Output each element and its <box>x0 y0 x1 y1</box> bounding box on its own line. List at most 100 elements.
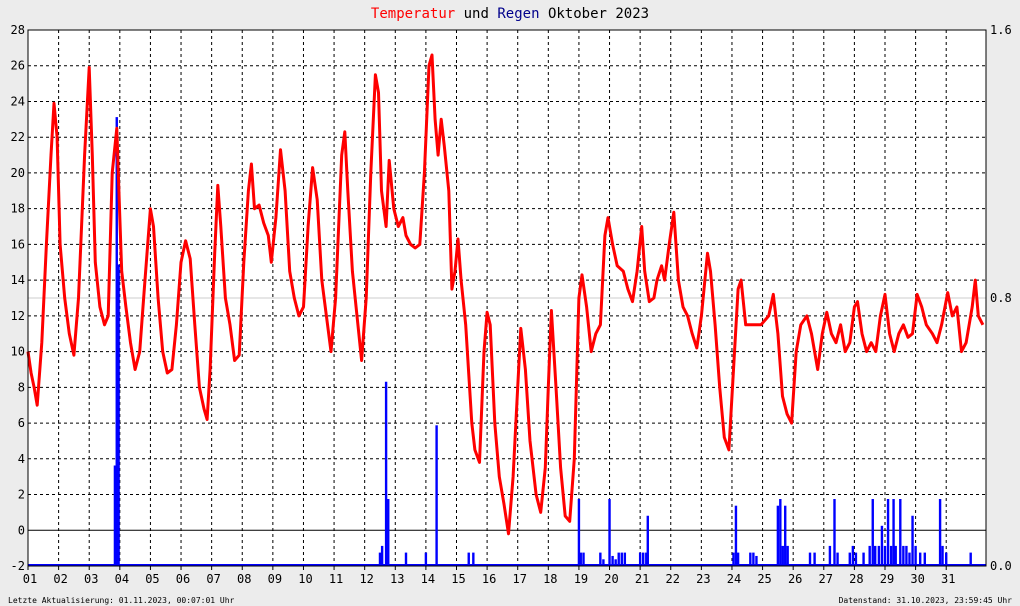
rain-bar-29 <box>736 552 740 566</box>
rain-bar-1 <box>115 117 118 566</box>
y2-tick-labels: 1.6 0.8 0.0 <box>990 23 1012 573</box>
rain-bar-58 <box>902 545 905 566</box>
rain-bar-48 <box>871 499 874 566</box>
y-tick-24: 24 <box>11 94 25 108</box>
y-tick-20: 20 <box>11 166 25 180</box>
rain-bar-5 <box>384 381 388 566</box>
rain-bar-54 <box>889 545 893 566</box>
rain-bar-9 <box>435 425 438 566</box>
rain-bar-60 <box>908 552 911 566</box>
rain-bar-44 <box>851 545 855 566</box>
x-tick-11: 11 <box>329 572 343 586</box>
x-tick-24: 24 <box>727 572 741 586</box>
rain-bar-17 <box>608 499 611 566</box>
y-tick-16: 16 <box>11 237 25 251</box>
x-tick-19: 19 <box>574 572 588 586</box>
rain-bar-16 <box>602 559 605 566</box>
x-tick-20: 20 <box>604 572 618 586</box>
footer-last-update: Letzte Aktualisierung: 01.11.2023, 00:07… <box>8 596 235 605</box>
y-tick-28: 28 <box>11 23 25 37</box>
rain-bar-0 <box>113 465 117 566</box>
rain-bar-18 <box>611 555 614 566</box>
footer-data-status: Datenstand: 31.10.2023, 23:59:45 Uhr <box>838 596 1012 605</box>
rain-bar-28 <box>734 505 738 566</box>
rain-bar-22 <box>623 552 627 566</box>
rain-bar-36 <box>784 505 787 566</box>
x-tick-18: 18 <box>543 572 557 586</box>
rain-bar-64 <box>923 552 926 566</box>
rain-bar-63 <box>918 552 922 566</box>
rain-bar-57 <box>899 499 902 566</box>
title-rain: Regen <box>497 6 539 22</box>
y2-tick-0.0: 0.0 <box>990 559 1012 573</box>
title-temperature: Temperatur <box>371 6 455 22</box>
y-tick-8: 8 <box>18 380 25 394</box>
rain-bar-23 <box>638 552 642 566</box>
x-tick-16: 16 <box>482 572 496 586</box>
rain-bar-7 <box>404 552 408 566</box>
plot-frame <box>27 29 987 567</box>
rain-bar-24 <box>642 552 645 566</box>
x-tick-05: 05 <box>145 572 159 586</box>
y-tick-26: 26 <box>11 59 25 73</box>
rain-bar-19 <box>614 559 617 566</box>
title-month: Oktober 2023 <box>540 6 650 22</box>
rain-bar-8 <box>424 552 428 566</box>
rain-bar-43 <box>848 552 851 566</box>
rain-bar-46 <box>862 552 865 566</box>
rain-bar-49 <box>874 545 877 566</box>
x-tick-07: 07 <box>206 572 220 586</box>
rain-bar-45 <box>854 552 858 566</box>
rain-bar-40 <box>828 545 832 566</box>
rain-bar-68 <box>969 552 972 566</box>
rain-bar-27 <box>732 552 735 566</box>
rain-bar-32 <box>755 555 758 566</box>
y2-tick-0.8: 0.8 <box>990 291 1012 305</box>
rain-bar-21 <box>620 552 623 566</box>
x-tick-09: 09 <box>268 572 282 586</box>
y-tick-0: 0 <box>18 523 25 537</box>
rain-bar-12 <box>577 499 581 566</box>
x-tick-21: 21 <box>635 572 649 586</box>
y-tick-18: 18 <box>11 202 25 216</box>
rain-bar-61 <box>911 515 914 566</box>
y-tick-4: 4 <box>18 452 25 466</box>
x-tick-10: 10 <box>298 572 312 586</box>
rain-bar-53 <box>886 499 890 566</box>
rain-bar-47 <box>868 545 871 566</box>
title-and: und <box>455 6 497 22</box>
x-tick-06: 06 <box>176 572 190 586</box>
x-tick-28: 28 <box>849 572 863 586</box>
rain-bar-50 <box>877 545 881 566</box>
x-tick-27: 27 <box>819 572 833 586</box>
rain-bar-38 <box>808 552 812 566</box>
y2-tick-1.6: 1.6 <box>990 23 1012 37</box>
rain-bar-41 <box>833 499 836 566</box>
rain-bar-59 <box>905 545 908 566</box>
rain-bar-25 <box>645 552 648 566</box>
rain-bar-51 <box>880 525 884 566</box>
rain-bar-14 <box>582 552 585 566</box>
rain-bar-39 <box>813 552 816 566</box>
x-tick-labels: 01 02 03 04 05 06 07 08 09 10 11 12 13 14 15 16 17 18 19 20… <box>23 566 955 586</box>
rain-bar-4 <box>380 545 384 566</box>
rain-bar-26 <box>646 515 649 566</box>
x-tick-13: 13 <box>390 572 404 586</box>
y-tick--2: -2 <box>11 559 25 573</box>
y-tick-10: 10 <box>11 345 25 359</box>
rain-bar-3 <box>378 552 382 566</box>
rain-bar-11 <box>472 552 475 566</box>
x-tick-23: 23 <box>696 572 710 586</box>
x-tick-04: 04 <box>115 572 129 586</box>
rain-bar-56 <box>894 545 897 566</box>
temperature-line <box>26 53 985 536</box>
x-tick-01: 01 <box>23 572 37 586</box>
rain-series <box>28 117 986 566</box>
x-tick-31: 31 <box>941 572 955 586</box>
rain-bar-30 <box>749 552 752 566</box>
rain-bar-33 <box>776 505 780 566</box>
x-tick-08: 08 <box>237 572 251 586</box>
rain-bar-65 <box>938 499 942 566</box>
rain-bar-66 <box>941 545 944 566</box>
